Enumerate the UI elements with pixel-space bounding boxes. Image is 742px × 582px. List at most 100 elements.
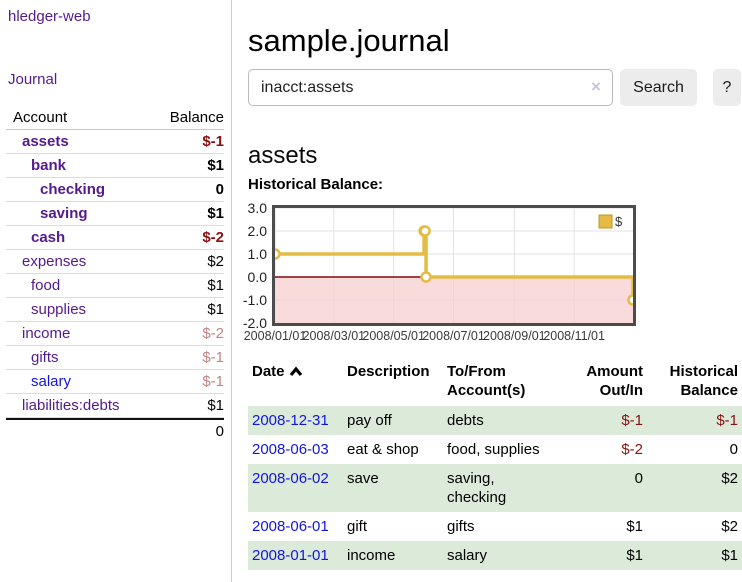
transaction-accounts: saving, checking (447, 470, 507, 506)
balance-chart: $ (269, 205, 639, 326)
transaction-date-link[interactable]: 2008-01-01 (252, 547, 329, 564)
transaction-amount: $-1 (621, 412, 643, 429)
sort-ascending-icon (289, 363, 303, 382)
clear-search-icon[interactable]: × (591, 77, 601, 96)
x-axis-tick-label: 2008/03/01 (302, 329, 366, 343)
account-row: cash $-2 (6, 226, 224, 250)
transaction-description: income (347, 547, 396, 564)
transaction-balance: 0 (729, 441, 738, 458)
transaction-description: save (347, 470, 379, 487)
account-row: checking 0 (6, 178, 224, 202)
y-axis-tick-label: 3.0 (247, 200, 267, 216)
accounts-table: Account Balance assets $-1 bank $1 checking 0… (6, 106, 224, 444)
register-row: 2008-06-01 gift gifts $1 $2 (248, 512, 742, 541)
transaction-description: gift (347, 518, 368, 535)
balance-column-header: Balance (169, 109, 224, 126)
account-row: supplies $1 (6, 298, 224, 322)
register-row: 2008-06-03 eat & shop food, supplies $-2 0 (248, 435, 742, 464)
account-balance: $-2 (202, 325, 224, 342)
account-balance: $1 (207, 277, 224, 294)
account-link[interactable]: food (31, 277, 61, 294)
account-link[interactable]: saving (40, 205, 88, 222)
account-link[interactable]: salary (31, 373, 72, 390)
account-link[interactable]: liabilities:debts (22, 397, 120, 414)
transaction-amount: $1 (626, 518, 643, 535)
account-link[interactable]: gifts (31, 349, 59, 366)
app-title-link[interactable]: hledger-web (8, 8, 91, 25)
account-row: bank $1 (6, 154, 224, 178)
search-button[interactable]: Search (620, 69, 697, 106)
account-row: salary $-1 (6, 370, 224, 394)
account-balance: $1 (207, 397, 224, 414)
transaction-accounts: gifts (447, 518, 475, 535)
account-balance: $1 (207, 205, 224, 222)
transaction-balance: $2 (721, 518, 738, 535)
main-content: sample.journal × Search ? assets Histori… (243, 0, 742, 582)
account-balance: $-1 (202, 373, 224, 390)
transaction-accounts: food, supplies (447, 441, 540, 458)
account-row: income $-2 (6, 322, 224, 346)
transaction-date-link[interactable]: 2008-12-31 (252, 412, 329, 429)
legend-swatch (598, 214, 613, 229)
transaction-date-link[interactable]: 2008-06-01 (252, 518, 329, 535)
y-axis-tick-label: -1.0 (242, 292, 267, 308)
account-balance: 0 (215, 181, 224, 198)
legend-label: $ (615, 214, 623, 229)
date-column-header[interactable]: Date (248, 360, 343, 406)
x-axis-tick-label: 2008/11/01 (543, 329, 605, 343)
account-column-header: Account (13, 109, 68, 126)
transaction-amount: $1 (626, 547, 643, 564)
account-row: liabilities:debts $1 (6, 394, 224, 418)
x-axis-tick-label: 2008/05/01 (362, 329, 425, 343)
y-axis-tick-label: 2.0 (247, 223, 267, 239)
transaction-date-link[interactable]: 2008-06-02 (252, 470, 329, 487)
account-row: gifts $-1 (6, 346, 224, 370)
account-balance: $1 (207, 157, 224, 174)
amount-column-header: Amount Out/In (586, 363, 643, 399)
chart-svg: $ (269, 207, 639, 324)
account-balance: $2 (207, 253, 224, 270)
transaction-balance: $-1 (716, 412, 738, 429)
transaction-date-link[interactable]: 2008-06-03 (252, 441, 329, 458)
y-axis-tick-label: 0.0 (247, 269, 267, 285)
account-link[interactable]: bank (31, 157, 67, 174)
search-input[interactable] (248, 69, 613, 106)
account-link[interactable]: assets (22, 133, 69, 150)
transaction-balance: $2 (721, 470, 738, 487)
account-row: saving $1 (6, 202, 224, 226)
sidebar-item-journal[interactable]: Journal (8, 71, 58, 88)
account-link[interactable]: cash (31, 229, 66, 246)
transaction-accounts: debts (447, 412, 484, 429)
balance-column-header: Historical Balance (669, 363, 738, 399)
account-row: expenses $2 (6, 250, 224, 274)
x-axis-tick-label: 2008/01/01 (243, 329, 307, 343)
register-row: 2008-01-01 income salary $1 $1 (248, 541, 742, 570)
transaction-amount: 0 (634, 470, 643, 487)
accounts-table-header: Account Balance (6, 106, 224, 130)
register-row: 2008-12-31 pay off debts $-1 $-1 (248, 406, 742, 435)
y-axis-tick-label: 1.0 (247, 246, 267, 262)
account-link[interactable]: expenses (22, 253, 87, 270)
description-column-header: Description (347, 363, 430, 380)
account-balance: $-2 (202, 229, 224, 246)
transaction-description: pay off (347, 412, 392, 429)
account-row: assets $-1 (6, 130, 224, 154)
page-title: sample.journal (248, 22, 450, 58)
accounts-total-row: 0 (6, 418, 224, 444)
account-link[interactable]: income (22, 325, 71, 342)
accounts-column-header: To/From Account(s) (447, 363, 526, 399)
account-balance: $-1 (202, 133, 224, 150)
account-heading: assets (248, 141, 318, 169)
register-header-row: Date Description To/From Account(s) Amou… (248, 360, 742, 406)
help-button[interactable]: ? (713, 69, 741, 106)
accounts-total-value: 0 (215, 423, 224, 440)
y-axis-tick-label: -2.0 (242, 315, 267, 331)
transaction-balance: $1 (721, 547, 738, 564)
register-table: Date Description To/From Account(s) Amou… (248, 360, 742, 570)
account-link[interactable]: checking (40, 181, 106, 198)
transaction-description: eat & shop (347, 441, 419, 458)
transaction-amount: $-2 (621, 441, 643, 458)
account-balance: $-1 (202, 349, 224, 366)
account-link[interactable]: supplies (31, 301, 87, 318)
account-balance: $1 (207, 301, 224, 318)
